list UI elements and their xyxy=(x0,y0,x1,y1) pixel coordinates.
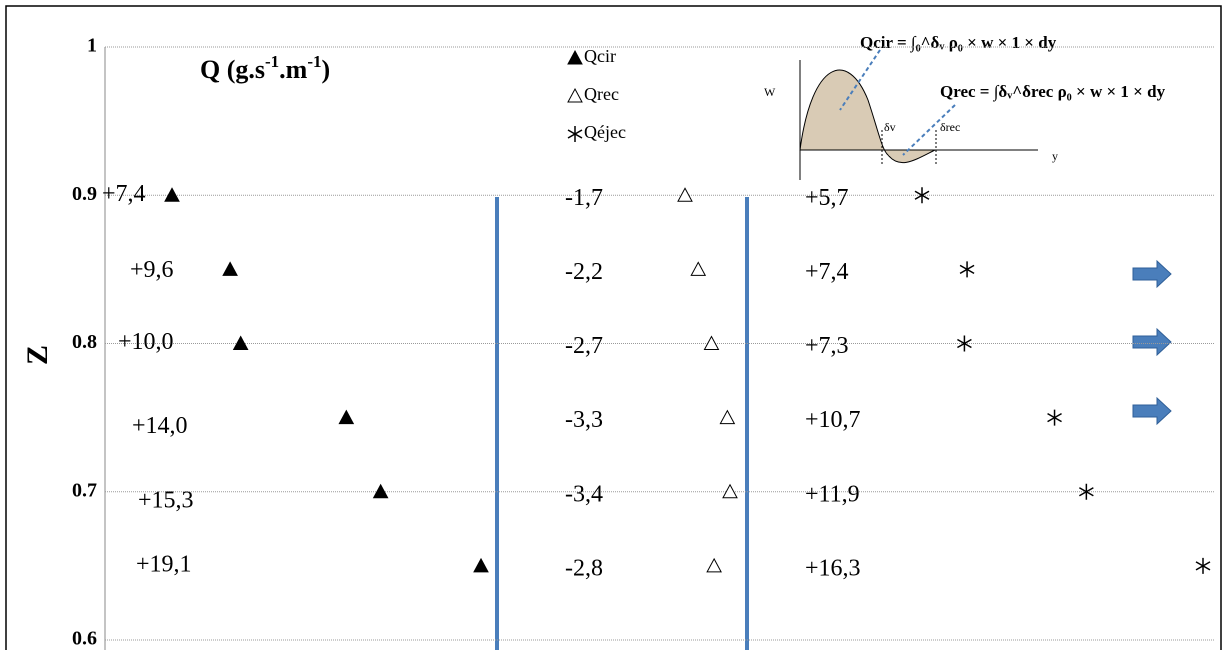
marker xyxy=(164,187,180,202)
marker xyxy=(1047,409,1062,426)
legend-marker xyxy=(567,49,583,65)
y-tick-label: 0.8 xyxy=(72,331,97,353)
marker xyxy=(957,335,972,352)
inset-pointer xyxy=(839,49,881,111)
marker-stroke xyxy=(1078,487,1094,497)
marker xyxy=(959,261,975,278)
legend-marker xyxy=(567,126,583,142)
marker-stroke xyxy=(567,129,583,139)
data-label: -2,2 xyxy=(565,259,603,285)
marker-stroke xyxy=(957,338,972,349)
data-label: +10,0 xyxy=(118,329,174,355)
inset-curve xyxy=(799,69,936,164)
marker xyxy=(722,483,738,499)
marker xyxy=(703,335,720,350)
inset: W y δv δrec Qcir = ∫₀^δᵥ ρ₀ × w × 1 × dy… xyxy=(764,33,1166,180)
arrows xyxy=(1132,259,1172,426)
inset-label: δrec xyxy=(940,120,960,134)
data-label: +11,9 xyxy=(805,481,860,507)
marker xyxy=(706,557,722,573)
data-label: -1,7 xyxy=(565,185,603,211)
data-label: +7,3 xyxy=(805,333,849,359)
data-label: +9,6 xyxy=(130,257,174,283)
marker xyxy=(338,409,355,425)
legend-label: Qrec xyxy=(584,84,619,104)
data-label: +16,3 xyxy=(805,555,861,581)
y-tick-label: 0.9 xyxy=(72,183,97,205)
marker-stroke xyxy=(959,264,975,275)
marker xyxy=(1078,483,1094,500)
marker xyxy=(677,187,693,202)
marker xyxy=(232,335,249,350)
y-tick-label: 0.7 xyxy=(72,479,97,501)
data-label: +10,7 xyxy=(805,407,861,433)
inset-label: δv xyxy=(884,120,896,134)
data-label: +7,4 xyxy=(102,181,146,207)
legend-marker xyxy=(567,87,583,103)
inset-pointer xyxy=(902,104,956,156)
inset-y-label: W xyxy=(764,85,776,99)
title-part: -1 xyxy=(307,52,321,71)
marker xyxy=(690,261,707,276)
marker xyxy=(473,557,489,573)
marker-stroke xyxy=(1047,412,1062,423)
title-part: Q (g.s xyxy=(200,55,265,84)
data-label: -2,8 xyxy=(565,555,603,581)
data-label: -3,4 xyxy=(565,481,603,507)
data-label: +14,0 xyxy=(132,413,188,439)
data-label: -2,7 xyxy=(565,333,603,359)
arrow xyxy=(1132,396,1172,426)
formula: Qcir = ∫₀^δᵥ ρ₀ × w × 1 × dy xyxy=(860,33,1057,53)
title-part: ) xyxy=(322,55,331,84)
legend-label: Qéjec xyxy=(584,122,626,142)
title-part: .m xyxy=(279,55,308,84)
title-part: -1 xyxy=(265,52,279,71)
data-label: +5,7 xyxy=(805,185,849,211)
marker xyxy=(719,409,736,425)
legend-label: Qcir xyxy=(584,46,616,66)
data-label: -3,3 xyxy=(565,407,603,433)
inset-x-label: y xyxy=(1052,149,1058,163)
data-label: +7,4 xyxy=(805,259,849,285)
chart-title: Q (g.s-1.m-1) xyxy=(200,52,330,84)
arrow xyxy=(1132,259,1172,289)
arrow xyxy=(1132,327,1172,357)
frame xyxy=(5,5,1222,650)
formula: Qrec = ∫δᵥ^δrec ρ₀ × w × 1 × dy xyxy=(940,82,1166,102)
marker xyxy=(372,483,389,499)
marker-stroke xyxy=(914,190,930,200)
data-label: +19,1 xyxy=(136,551,192,577)
y-tick-label: 0.6 xyxy=(72,628,97,650)
marker xyxy=(222,261,238,276)
marker xyxy=(1195,557,1211,574)
marker-stroke xyxy=(1195,561,1211,571)
y-axis-label: Z xyxy=(21,345,54,365)
y-tick-label: 1 xyxy=(87,35,97,57)
data-label: +15,3 xyxy=(138,487,194,513)
marker xyxy=(914,187,930,204)
